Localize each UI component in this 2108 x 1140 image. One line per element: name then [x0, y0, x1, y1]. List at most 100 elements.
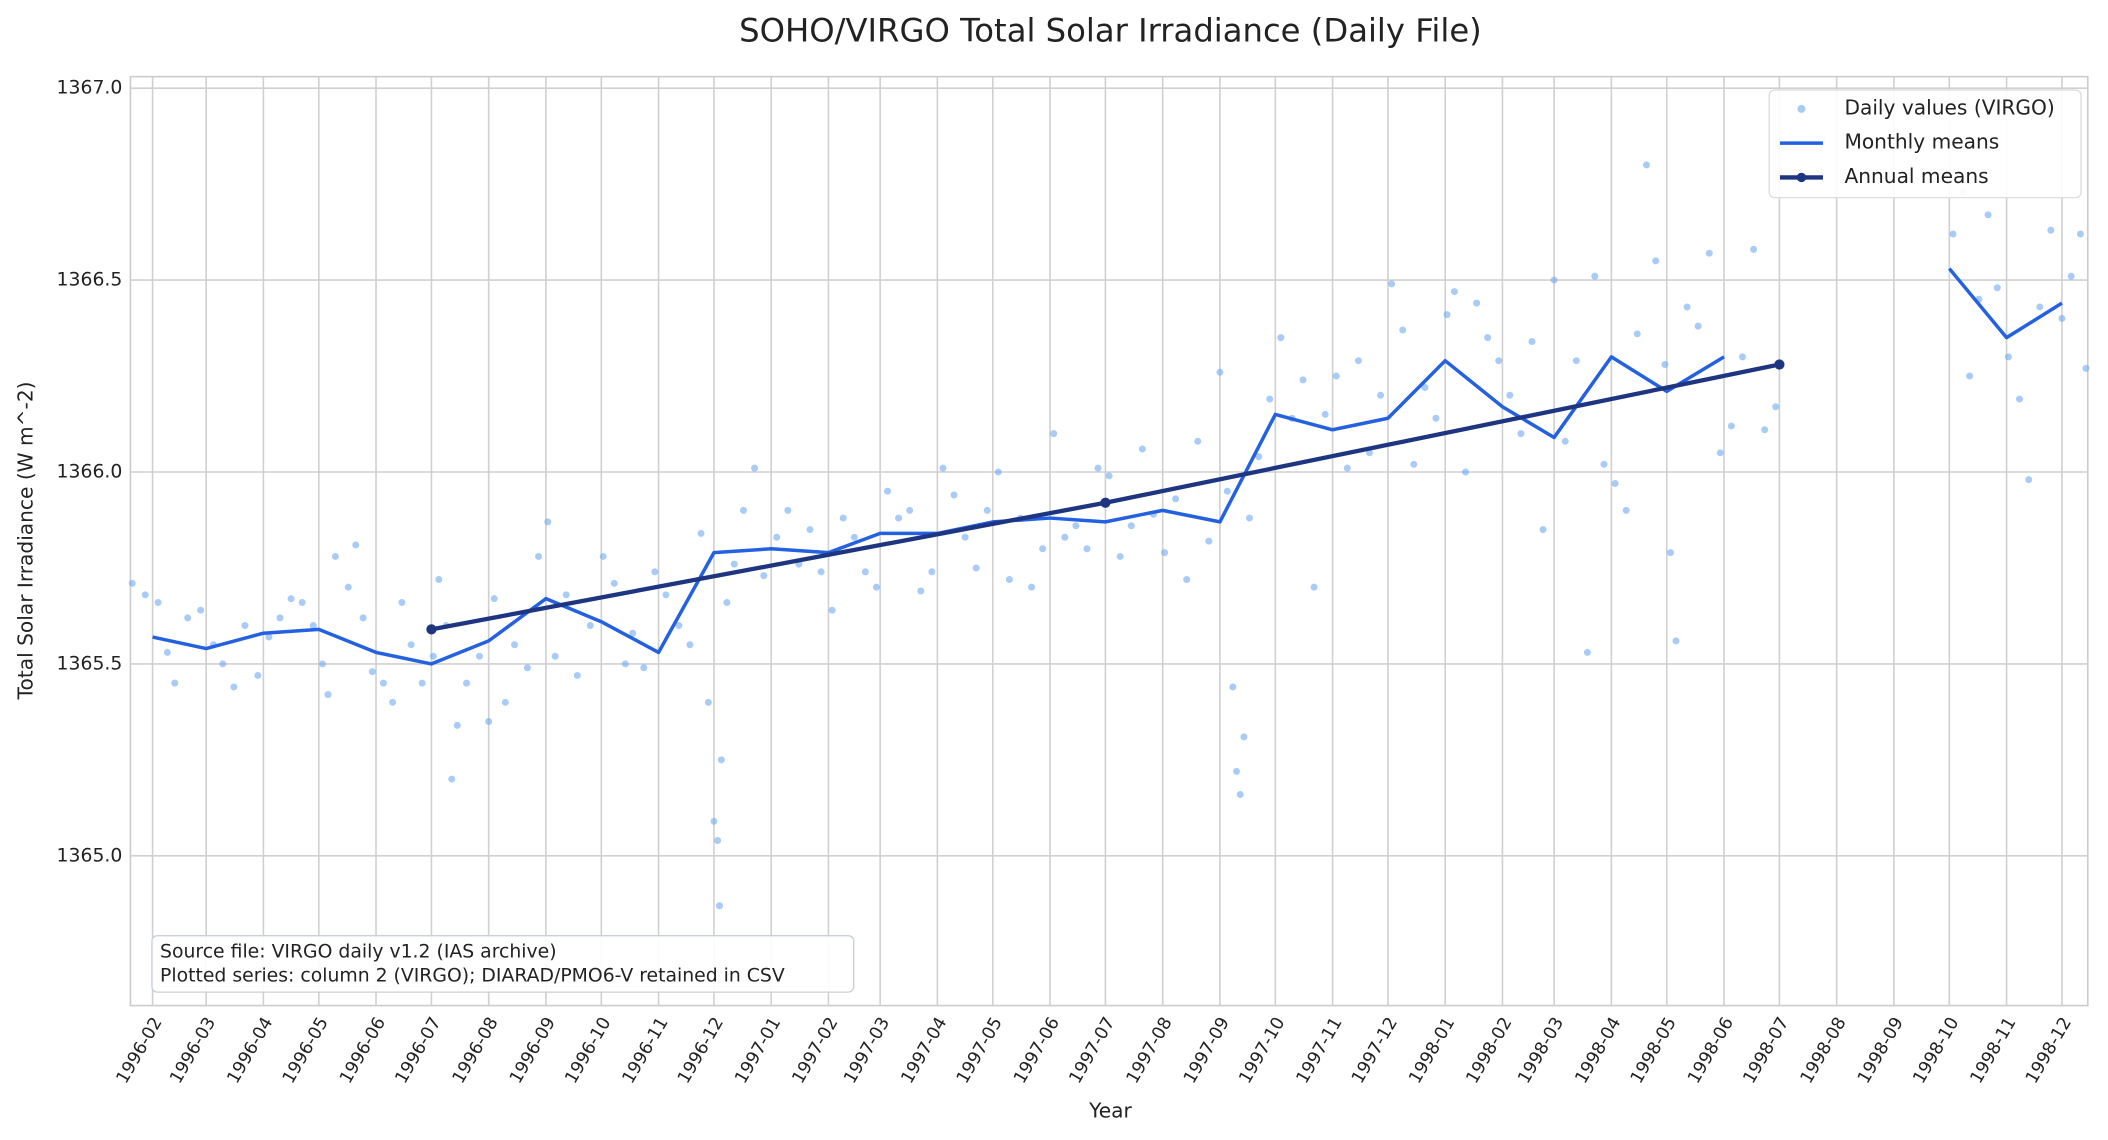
daily-point	[723, 599, 731, 607]
x-tick-label: 1997-07	[1066, 1014, 1120, 1087]
daily-point	[1194, 437, 1202, 445]
daily-point	[586, 622, 594, 630]
daily-point	[490, 595, 498, 603]
annual-point	[426, 624, 437, 635]
daily-point	[675, 622, 683, 630]
daily-point	[407, 641, 415, 649]
daily-point	[2004, 353, 2012, 361]
daily-point	[1550, 276, 1558, 284]
daily-point	[1421, 384, 1429, 392]
daily-point	[2036, 303, 2044, 311]
daily-point	[621, 660, 629, 668]
legend-marker	[1797, 104, 1806, 113]
daily-point	[839, 514, 847, 522]
daily-point	[2025, 476, 2033, 484]
daily-point	[318, 660, 326, 668]
daily-point	[1572, 357, 1580, 365]
daily-point	[453, 721, 461, 729]
daily-point	[784, 506, 792, 514]
legend: Daily values (VIRGO) Monthly means Annual …	[1779, 95, 2055, 188]
daily-point	[418, 679, 426, 687]
daily-point	[714, 837, 722, 845]
daily-point	[1172, 495, 1180, 503]
daily-point	[1611, 480, 1619, 488]
daily-point	[1600, 460, 1608, 468]
plot-area	[129, 75, 2089, 1007]
daily-point	[994, 468, 1002, 476]
daily-point	[1517, 430, 1525, 438]
daily-point	[861, 568, 869, 576]
daily-point	[1761, 426, 1769, 434]
daily-point	[1727, 422, 1735, 430]
daily-point	[961, 533, 969, 541]
daily-point	[806, 526, 814, 534]
daily-point	[928, 568, 936, 576]
annual-point	[1100, 497, 1111, 508]
daily-point	[773, 533, 781, 541]
daily-point	[1462, 468, 1470, 476]
daily-point	[254, 671, 262, 679]
daily-point	[2082, 364, 2090, 372]
daily-point	[241, 622, 249, 630]
daily-point	[523, 664, 531, 672]
daily-point	[359, 614, 367, 622]
x-tick-label: 1998-04	[1572, 1014, 1626, 1087]
x-tick-label: 1997-08	[1123, 1014, 1177, 1087]
daily-point	[1028, 583, 1036, 591]
daily-point	[230, 683, 238, 691]
daily-point	[398, 599, 406, 607]
x-tick-label: 1997-12	[1348, 1014, 1402, 1087]
daily-point	[1072, 522, 1080, 530]
daily-point	[1216, 368, 1224, 376]
daily-point	[828, 606, 836, 614]
daily-point	[163, 648, 171, 656]
daily-point	[1432, 414, 1440, 422]
daily-point	[389, 698, 397, 706]
daily-point	[760, 572, 768, 580]
daily-point	[1966, 372, 1974, 380]
marks	[128, 161, 2090, 910]
daily-point	[475, 652, 483, 660]
daily-point	[1310, 583, 1318, 591]
daily-point	[573, 671, 581, 679]
daily-point	[544, 518, 552, 526]
daily-point	[686, 641, 694, 649]
x-tick-label: 1997-06	[1010, 1014, 1064, 1087]
x-tick-label: 1996-11	[619, 1014, 673, 1087]
x-tick-label: 1998-01	[1405, 1014, 1459, 1087]
daily-point	[1277, 334, 1285, 342]
daily-point	[1127, 522, 1135, 530]
daily-point	[551, 652, 559, 660]
daily-point	[1161, 549, 1169, 557]
daily-point	[1591, 272, 1599, 280]
daily-point	[429, 652, 437, 660]
legend-label: Annual means	[1844, 164, 1988, 188]
daily-point	[1354, 357, 1362, 365]
daily-point	[1642, 161, 1650, 169]
daily-point	[1622, 506, 1630, 514]
daily-point	[1666, 549, 1674, 557]
x-tick-label: 1998-08	[1797, 1014, 1851, 1087]
annotation-box	[151, 934, 855, 993]
daily-point	[1484, 334, 1492, 342]
daily-point	[324, 691, 332, 699]
y-tick-label: 1365.5	[57, 653, 123, 674]
daily-point	[219, 660, 227, 668]
legend-label: Monthly means	[1844, 130, 1999, 154]
daily-point	[1233, 767, 1241, 775]
daily-point	[1005, 575, 1013, 583]
x-tick-label: 1996-09	[506, 1014, 560, 1087]
x-tick-label: 1998-11	[1967, 1014, 2021, 1087]
daily-point	[1528, 337, 1536, 345]
daily-point	[344, 583, 352, 591]
x-tick-label: 1998-09	[1854, 1014, 1908, 1087]
daily-point	[1240, 733, 1248, 741]
x-tick-label: 1996-07	[392, 1014, 446, 1087]
daily-point	[184, 614, 192, 622]
x-axis-label: Year	[1088, 1098, 1132, 1122]
daily-point	[983, 506, 991, 514]
daily-point	[1652, 257, 1660, 265]
daily-point	[171, 679, 179, 687]
daily-point	[501, 698, 509, 706]
